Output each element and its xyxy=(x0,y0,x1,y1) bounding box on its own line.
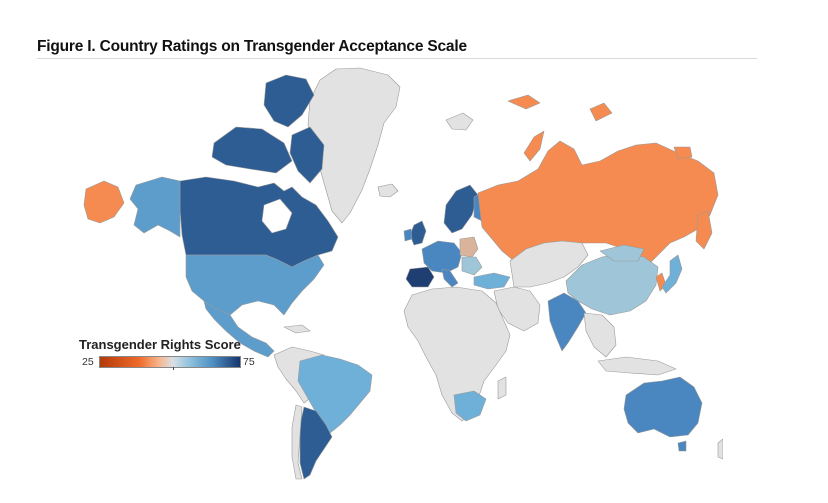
region-ireland[interactable] xyxy=(403,228,413,242)
region-canada-islands[interactable] xyxy=(211,126,293,174)
region-mexico[interactable] xyxy=(203,300,275,358)
region-wrangel[interactable] xyxy=(589,102,613,122)
region-siberian-islands[interactable] xyxy=(507,94,541,110)
region-india[interactable] xyxy=(547,292,587,352)
region-poland[interactable] xyxy=(459,236,479,258)
region-middle-east[interactable] xyxy=(493,286,541,332)
region-tasmania[interactable] xyxy=(677,440,687,452)
region-scandinavia[interactable] xyxy=(443,184,479,234)
map-legend: Transgender Rights Score 25 75 xyxy=(79,338,269,371)
region-turkey[interactable] xyxy=(473,272,511,290)
region-hudson-bay xyxy=(261,198,293,234)
region-brazil[interactable] xyxy=(297,354,373,434)
region-novaya-zemlya[interactable] xyxy=(523,130,545,162)
region-russia[interactable] xyxy=(477,140,719,268)
region-central-asia[interactable] xyxy=(509,240,589,288)
region-iceland[interactable] xyxy=(377,183,399,198)
region-caribbean[interactable] xyxy=(283,324,311,334)
legend-scale: 25 75 xyxy=(79,355,269,371)
region-argentina[interactable] xyxy=(299,406,333,480)
region-spain[interactable] xyxy=(405,266,435,288)
region-southeast-asia[interactable] xyxy=(583,312,617,358)
legend-min-label: 25 xyxy=(82,356,94,368)
region-uk[interactable] xyxy=(409,220,427,246)
legend-midpoint-tick xyxy=(173,367,174,370)
region-alaska[interactable] xyxy=(129,176,181,238)
legend-max-label: 75 xyxy=(243,356,255,368)
legend-color-bar xyxy=(99,356,241,368)
region-mongolia[interactable] xyxy=(599,244,645,262)
region-south-africa[interactable] xyxy=(453,390,487,422)
figure-title: Figure I. Country Ratings on Transgender… xyxy=(37,38,467,55)
region-canada[interactable] xyxy=(179,176,339,268)
region-svalbard[interactable] xyxy=(445,112,474,131)
region-baffin[interactable] xyxy=(289,126,325,184)
region-indonesia[interactable] xyxy=(597,356,677,376)
region-chukotka[interactable] xyxy=(83,180,125,224)
region-japan[interactable] xyxy=(661,254,683,294)
region-eastern-europe[interactable] xyxy=(461,256,483,276)
region-arctic-east[interactable] xyxy=(673,146,693,160)
world-map xyxy=(83,67,723,480)
region-france-germany[interactable] xyxy=(421,240,463,274)
legend-title: Transgender Rights Score xyxy=(79,337,241,352)
region-madagascar[interactable] xyxy=(497,376,507,400)
region-australia[interactable] xyxy=(623,376,703,438)
title-divider xyxy=(37,58,757,59)
region-canada-arctic[interactable] xyxy=(263,74,315,128)
region-new-zealand[interactable] xyxy=(717,438,723,460)
region-china[interactable] xyxy=(565,252,659,316)
region-kamchatka[interactable] xyxy=(695,210,713,250)
region-italy[interactable] xyxy=(441,268,459,288)
region-chile[interactable] xyxy=(291,404,303,480)
